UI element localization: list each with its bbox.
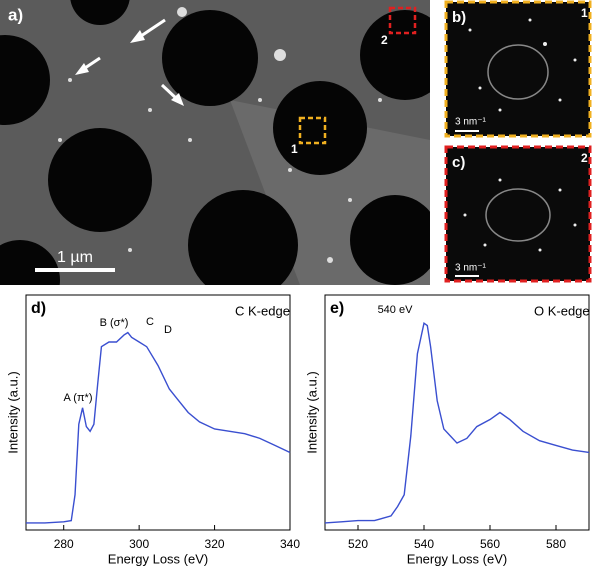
panel-label: c) xyxy=(452,154,465,171)
annotation: 540 eV xyxy=(378,304,414,316)
panel-label: b) xyxy=(452,9,466,26)
holes xyxy=(0,0,430,285)
spectrum-line xyxy=(324,322,590,524)
x-tick-label: 280 xyxy=(54,537,74,551)
scale-label: 3 nm⁻¹ xyxy=(455,263,487,274)
annotation: O K-edge xyxy=(534,303,590,318)
plot-frame xyxy=(25,294,291,531)
region-1-box xyxy=(298,116,327,145)
y-axis-label: Intensity (a.u.) xyxy=(304,371,319,453)
annotation: D xyxy=(164,324,172,336)
plot-frame xyxy=(324,294,590,531)
panel-label: a) xyxy=(8,5,23,24)
annotation: A (π*) xyxy=(64,392,93,404)
region-label: 2 xyxy=(581,151,588,165)
spectrum-line xyxy=(26,331,291,524)
x-axis-label: Energy Loss (eV) xyxy=(407,551,507,566)
region-label: 1 xyxy=(291,142,298,156)
x-tick-label: 320 xyxy=(205,537,225,551)
panel-c xyxy=(444,145,592,283)
particles xyxy=(58,7,382,263)
y-axis-label: Intensity (a.u.) xyxy=(5,371,20,453)
arrows xyxy=(75,18,184,106)
panel-a xyxy=(0,0,430,285)
annotation: B (σ*) xyxy=(100,317,129,329)
region-2-box xyxy=(388,6,417,35)
region-label: 2 xyxy=(381,33,388,47)
scale-bar xyxy=(35,268,115,272)
panel-label: e) xyxy=(330,300,344,317)
x-tick-label: 580 xyxy=(546,537,566,551)
x-tick-label: 520 xyxy=(348,537,368,551)
panel-b xyxy=(444,0,592,138)
scale-label: 3 nm⁻¹ xyxy=(455,117,487,128)
x-tick-label: 340 xyxy=(280,537,300,551)
annotation: C xyxy=(146,316,154,328)
region-label: 1 xyxy=(581,6,588,20)
x-axis-label: Energy Loss (eV) xyxy=(108,551,208,566)
panel-label: d) xyxy=(31,300,46,317)
x-tick-label: 560 xyxy=(480,537,500,551)
scale-label: 1 µm xyxy=(57,249,93,266)
annotation: C K-edge xyxy=(235,303,290,318)
x-tick-label: 540 xyxy=(414,537,434,551)
x-tick-label: 300 xyxy=(129,537,149,551)
